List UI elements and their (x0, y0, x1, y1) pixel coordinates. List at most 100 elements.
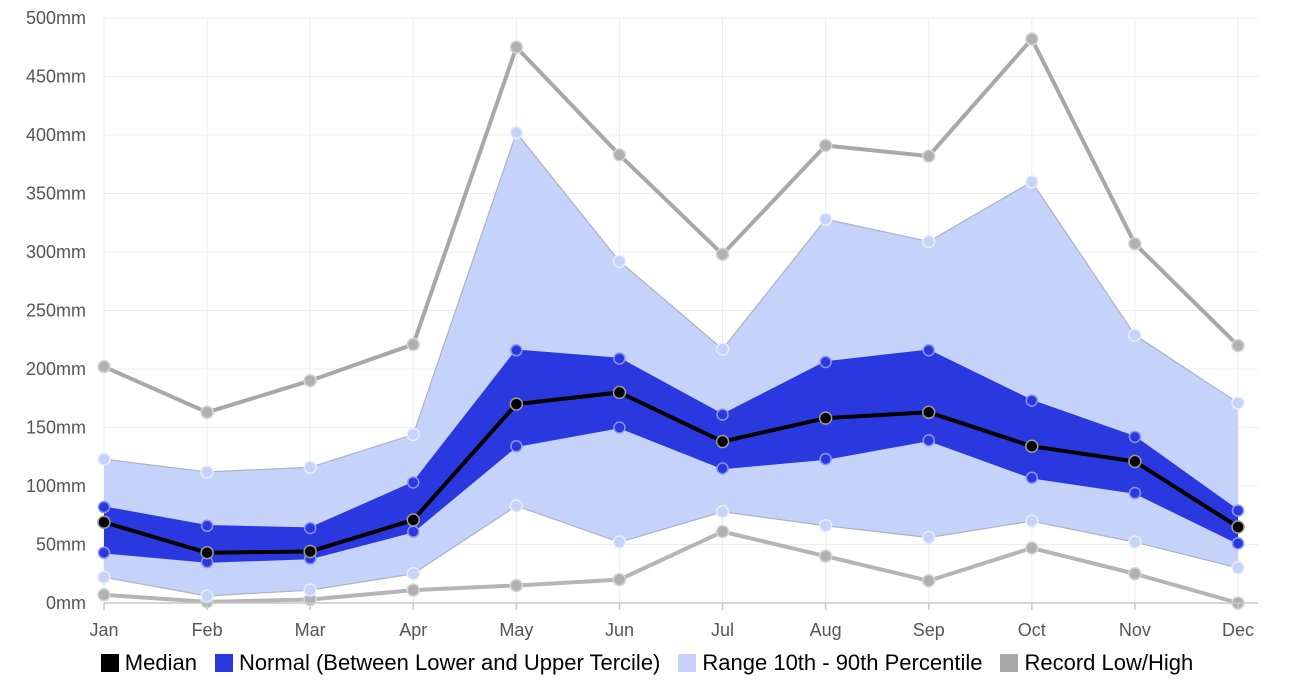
record-high-point[interactable] (200, 405, 214, 420)
upper-tercile-point[interactable] (200, 519, 214, 533)
lower-tercile-point[interactable] (97, 546, 111, 559)
percentile-10-point[interactable] (200, 589, 214, 603)
record-high-point[interactable] (97, 359, 111, 374)
percentile-10-point[interactable] (1128, 535, 1142, 549)
record-low-point[interactable] (818, 549, 833, 563)
record-high-point[interactable] (1128, 237, 1142, 251)
record-high-point[interactable] (921, 149, 936, 163)
record-high-point[interactable] (715, 247, 730, 262)
percentile-90-point[interactable] (1128, 328, 1142, 342)
median-point[interactable] (200, 545, 214, 560)
percentile-10-point[interactable] (818, 519, 833, 533)
record-low-point[interactable] (1025, 541, 1039, 555)
percentile-90-point[interactable] (509, 125, 524, 140)
legend-label-normal: Normal (Between Lower and Upper Tercile) (238, 650, 661, 675)
upper-tercile-point[interactable] (1231, 504, 1245, 517)
upper-tercile-point[interactable] (510, 344, 523, 357)
record-high-point[interactable] (303, 373, 317, 388)
lower-tercile-line (103, 426, 1239, 563)
normal-tercile-area (104, 350, 1238, 563)
median-point[interactable] (303, 544, 317, 559)
record-low-point[interactable] (97, 588, 111, 602)
median-point[interactable] (921, 405, 936, 420)
percentile-10-point[interactable] (612, 535, 627, 549)
record-low-point[interactable] (715, 524, 730, 539)
lower-tercile-point[interactable] (1231, 537, 1245, 550)
percentile-90-point[interactable] (97, 452, 111, 466)
lower-tercile-point[interactable] (922, 434, 935, 447)
record-high-point[interactable] (1025, 32, 1039, 46)
upper-tercile-point[interactable] (613, 352, 626, 365)
median-point[interactable] (818, 411, 833, 425)
percentile-90-point[interactable] (406, 427, 421, 442)
y-tick-label: 150mm (26, 418, 86, 438)
lower-tercile-point[interactable] (407, 525, 420, 538)
upper-tercile-point[interactable] (407, 476, 420, 489)
upper-tercile-point[interactable] (922, 344, 935, 357)
median-point[interactable] (715, 434, 730, 449)
legend-item-record[interactable]: Record Low/High (1000, 650, 1193, 676)
lower-tercile-point[interactable] (716, 462, 729, 475)
median-point[interactable] (612, 385, 627, 400)
percentile-10-point[interactable] (1025, 514, 1039, 528)
percentile-10-point[interactable] (921, 530, 936, 545)
series-lines (103, 37, 1240, 605)
y-tick-label: 400mm (26, 125, 86, 145)
record-high-point[interactable] (406, 337, 421, 352)
percentile-90-point[interactable] (1231, 396, 1245, 410)
x-tick-label: Sep (913, 620, 945, 640)
lower-tercile-point[interactable] (510, 439, 523, 453)
lower-tercile-point[interactable] (1128, 486, 1142, 500)
band-areas (104, 132, 1238, 596)
upper-tercile-point[interactable] (97, 500, 111, 514)
x-tick-label: Apr (399, 620, 427, 640)
lower-tercile-point[interactable] (1025, 471, 1039, 485)
legend-item-median[interactable]: Median (100, 650, 197, 676)
record-low-point[interactable] (406, 583, 421, 597)
percentile-90-point[interactable] (818, 212, 833, 226)
record-high-point[interactable] (612, 148, 627, 162)
median-point[interactable] (509, 397, 524, 411)
median-point[interactable] (406, 513, 421, 527)
legend-item-normal[interactable]: Normal (Between Lower and Upper Tercile) (214, 650, 661, 676)
median-point[interactable] (97, 515, 111, 530)
record-low-point[interactable] (509, 578, 524, 593)
median-point[interactable] (1231, 520, 1245, 534)
record-low-point[interactable] (612, 572, 627, 587)
upper-tercile-point[interactable] (303, 521, 317, 535)
median-point[interactable] (1025, 439, 1039, 453)
percentile-10-point[interactable] (97, 570, 111, 585)
upper-tercile-point[interactable] (819, 355, 832, 369)
lower-tercile-point[interactable] (819, 452, 832, 466)
record-high-point[interactable] (509, 40, 524, 54)
median-point[interactable] (1128, 454, 1142, 469)
percentile-90-point[interactable] (200, 465, 214, 479)
legend-label-record: Record Low/High (1024, 650, 1194, 675)
percentile-90-point[interactable] (921, 234, 936, 249)
upper-tercile-point[interactable] (1128, 430, 1142, 444)
upper-tercile-line (103, 349, 1239, 529)
percentile-10-point[interactable] (509, 499, 524, 513)
percentile-90-point[interactable] (303, 460, 317, 475)
x-tick-label: Aug (810, 620, 842, 640)
upper-tercile-point[interactable] (1025, 394, 1039, 407)
record-low-point[interactable] (921, 574, 936, 588)
legend-item-percentile-range[interactable]: Range 10th - 90th Percentile (678, 650, 982, 676)
percentile-10-point[interactable] (1231, 561, 1245, 575)
legend-swatch-percentile-range (678, 654, 697, 672)
upper-tercile-point[interactable] (716, 408, 729, 421)
record-high-line (103, 37, 1240, 415)
percentile-10-point[interactable] (303, 583, 317, 597)
percentile-90-point[interactable] (1025, 175, 1039, 189)
percentile-90-point[interactable] (715, 342, 730, 356)
lower-tercile-point[interactable] (613, 421, 626, 434)
record-low-point[interactable] (1128, 567, 1142, 581)
percentile-90-point[interactable] (612, 254, 627, 269)
x-tick-label: Nov (1119, 620, 1151, 640)
percentile-10-point[interactable] (715, 504, 730, 519)
legend-swatch-median (100, 654, 119, 672)
record-high-point[interactable] (818, 138, 833, 153)
record-high-point[interactable] (1231, 338, 1245, 353)
percentile-10-point[interactable] (406, 567, 421, 581)
axes (103, 602, 1258, 610)
